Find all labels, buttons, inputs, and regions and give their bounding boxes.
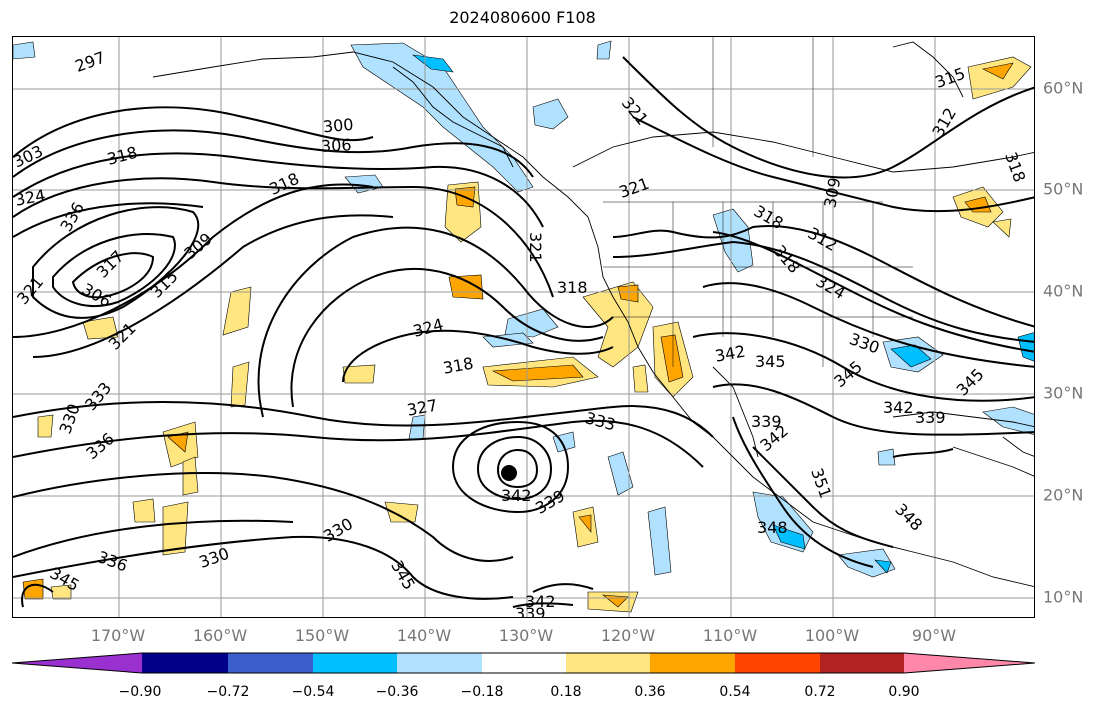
- contour-label: 336: [95, 547, 130, 575]
- colorbar-segment: [650, 653, 735, 673]
- contour-label: 318: [751, 201, 787, 233]
- map-panel: 297 303 318 324 336 300 306 318 309 315 …: [12, 36, 1035, 618]
- colorbar-segment: [228, 653, 313, 673]
- contour-label: 321: [526, 232, 545, 263]
- colorbar-tick-label: −0.18: [460, 684, 504, 700]
- colorbar-tick-label: 0.36: [634, 684, 666, 700]
- cyclone-center-marker: [501, 465, 517, 481]
- contour-label: 342: [714, 342, 747, 366]
- contour-label: 318: [1001, 150, 1029, 185]
- state-borders: [603, 37, 913, 367]
- longitude-label: 140°W: [396, 626, 452, 645]
- contour-label: 330: [197, 544, 232, 572]
- contour-label: 318: [557, 278, 588, 297]
- longitude-label: 100°W: [804, 626, 860, 645]
- longitude-label: 130°W: [498, 626, 554, 645]
- contour-label: 309: [180, 229, 216, 263]
- coastlines: [152, 41, 1034, 587]
- contour-label: 318: [442, 354, 475, 378]
- contour-label: 330: [55, 401, 83, 436]
- contour-label: 309: [820, 176, 844, 209]
- contour-label: 339: [532, 486, 568, 518]
- contour-label: 342: [883, 398, 914, 417]
- latitude-label: 60°N: [1043, 78, 1084, 98]
- colorbar-segment: [142, 653, 228, 673]
- contour-label: 339: [515, 604, 546, 618]
- contour-label: 336: [82, 429, 118, 463]
- contour-label: 342: [525, 592, 556, 611]
- colorbar-tick-label: −0.54: [291, 684, 335, 700]
- contour-label: 339: [915, 408, 946, 427]
- colorbar-tick-label: −0.72: [206, 684, 250, 700]
- longitude-label: 90°W: [911, 626, 957, 645]
- contour-label: 312: [928, 104, 960, 140]
- latitude-label: 40°N: [1043, 281, 1084, 301]
- contour-label: 333: [583, 408, 617, 434]
- contour-label: 315: [147, 267, 182, 302]
- contour-label: 327: [406, 396, 439, 420]
- contour-label: 306: [320, 135, 351, 156]
- longitude-label: 170°W: [90, 626, 146, 645]
- colorbar: [12, 652, 1035, 674]
- colorbar-tick-label: 0.18: [550, 684, 582, 700]
- colorbar-segment: [482, 653, 566, 673]
- contour-label: 297: [73, 48, 108, 76]
- colorbar-segment: [735, 653, 820, 673]
- contour-label: 318: [770, 241, 804, 277]
- latitude-label: 30°N: [1043, 383, 1084, 403]
- colorbar-segment: [12, 653, 142, 673]
- contour-label: 321: [617, 174, 652, 202]
- colorbar-tick-label: 0.90: [888, 684, 920, 700]
- contour-label: 300: [322, 115, 354, 137]
- colorbar-segments: [12, 652, 1035, 674]
- map-title: 2024080600 F108: [449, 8, 596, 27]
- colorbar-segment: [904, 653, 1035, 673]
- weather-map: 297 303 318 324 336 300 306 318 309 315 …: [13, 37, 1034, 618]
- contour-label: 312: [805, 223, 841, 255]
- colorbar-tick-label: −0.90: [118, 684, 162, 700]
- longitude-label: 120°W: [600, 626, 656, 645]
- colorbar-segment: [397, 653, 482, 673]
- colorbar-segment: [313, 653, 397, 673]
- longitude-label: 150°W: [294, 626, 350, 645]
- positive-shading: [22, 56, 1032, 613]
- colorbar-tick-label: 0.72: [804, 684, 836, 700]
- contour-label: 339: [751, 412, 782, 431]
- contour-label: 318: [105, 143, 139, 169]
- contour-lines: [13, 56, 1034, 608]
- contour-label: 348: [757, 518, 788, 537]
- longitude-label: 160°W: [192, 626, 248, 645]
- contour-label: 348: [891, 500, 926, 535]
- contour-label: 345: [387, 557, 419, 593]
- contour-label: 336: [56, 199, 88, 235]
- latitude-label: 20°N: [1043, 485, 1084, 505]
- colorbar-outline: [12, 652, 1035, 674]
- colorbar-segment: [820, 653, 904, 673]
- contour-label: 315: [933, 64, 968, 92]
- latitude-label: 10°N: [1043, 587, 1084, 607]
- colorbar-segment: [566, 653, 650, 673]
- contour-label: 324: [411, 315, 445, 341]
- contour-label: 317: [93, 247, 128, 282]
- contour-label: 345: [755, 352, 786, 371]
- contour-label: 321: [13, 272, 47, 308]
- colorbar-tick-label: −0.36: [375, 684, 419, 700]
- contour-label: 324: [14, 186, 47, 210]
- latitude-label: 50°N: [1043, 179, 1084, 199]
- contour-label: 342: [501, 486, 532, 505]
- contour-label: 333: [81, 378, 115, 414]
- longitude-label: 110°W: [702, 626, 758, 645]
- contour-label: 351: [807, 466, 835, 501]
- colorbar-tick-label: 0.54: [719, 684, 751, 700]
